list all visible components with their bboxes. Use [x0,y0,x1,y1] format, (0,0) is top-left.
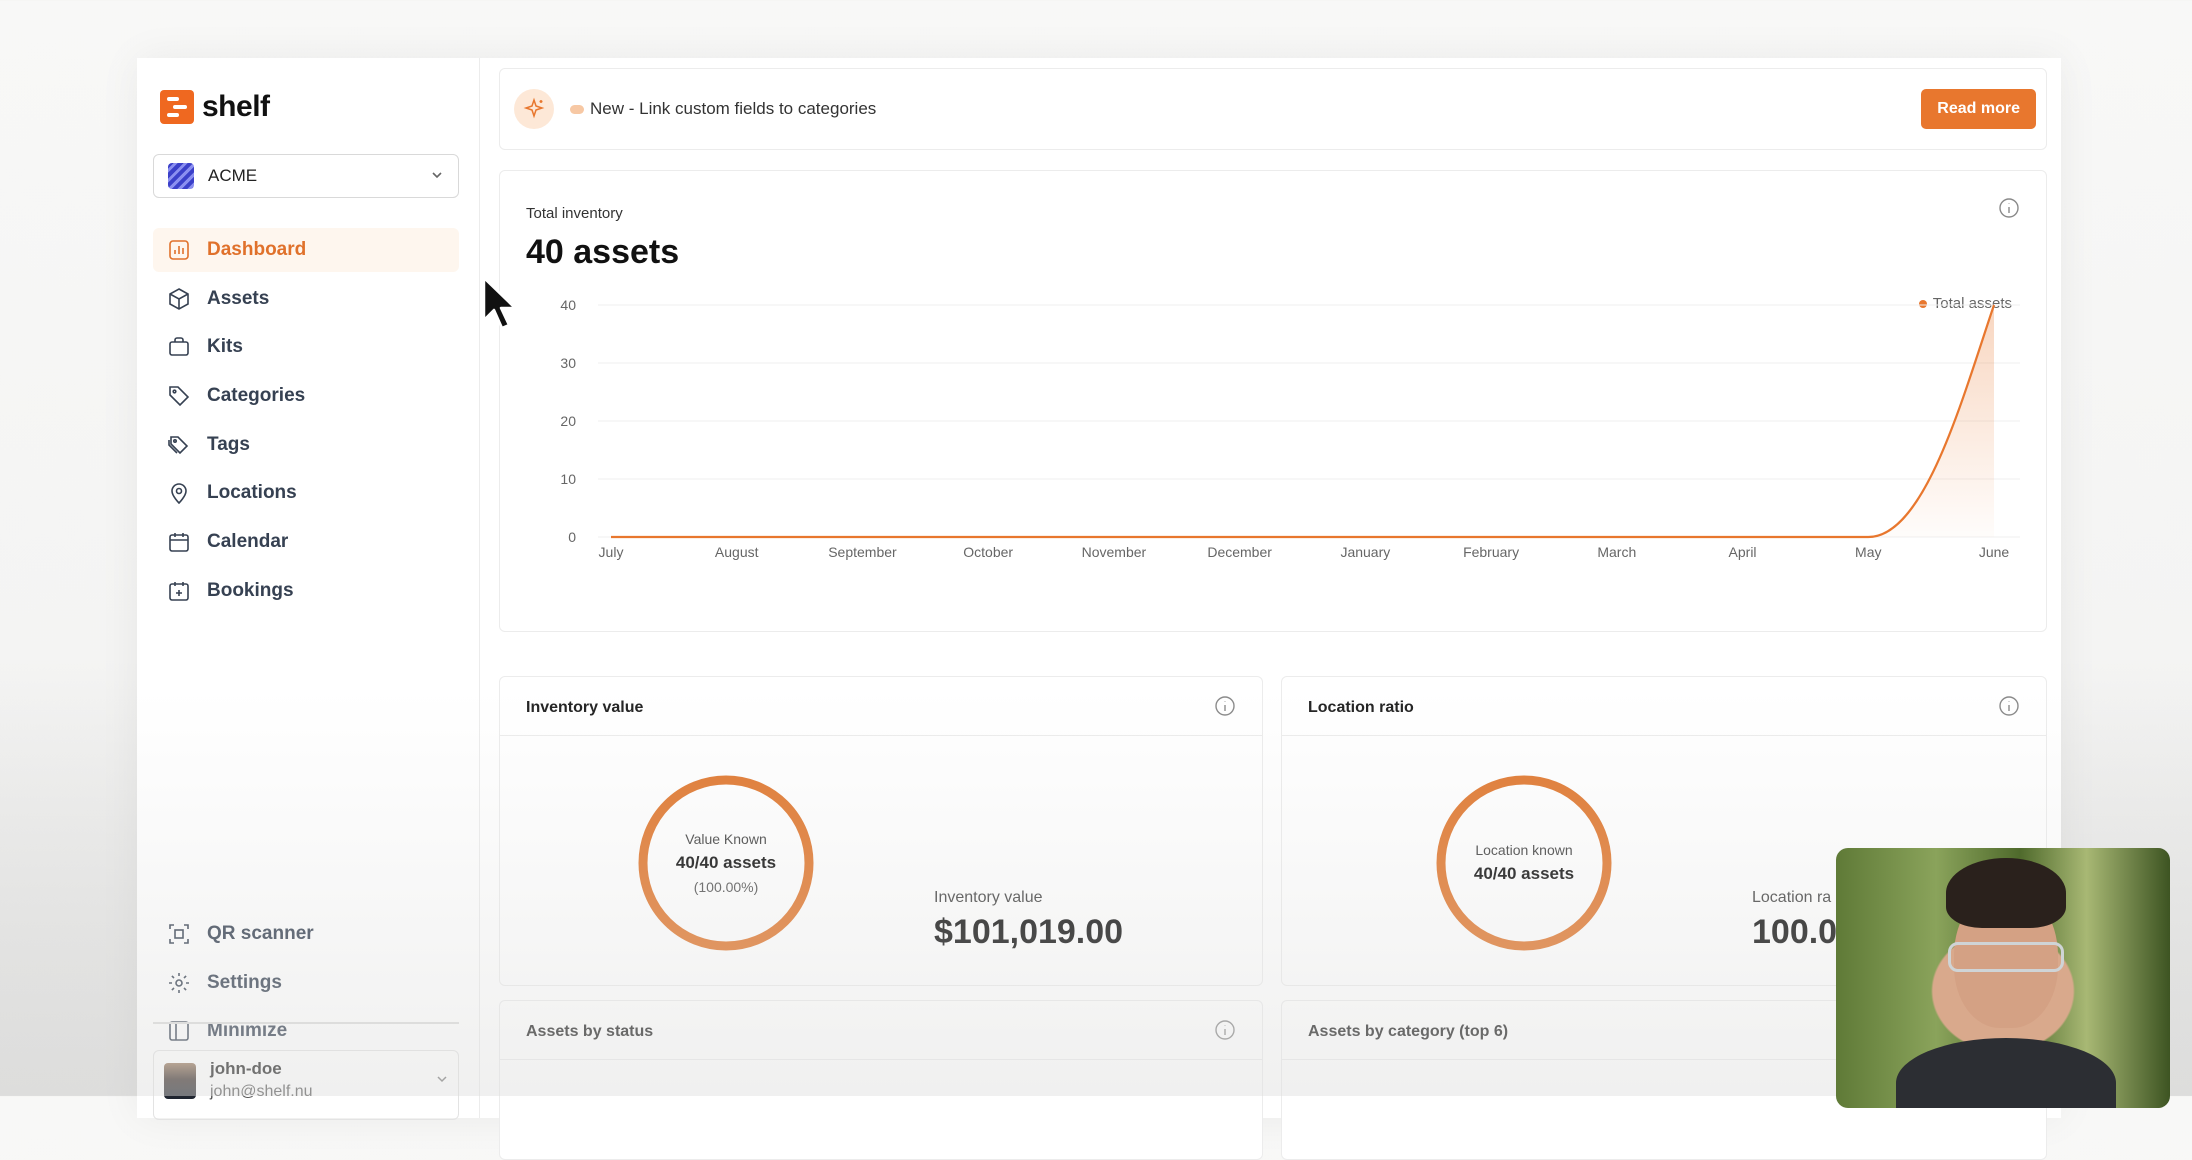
x-tick-label: October [963,544,1013,560]
nav-item-locations[interactable]: Locations [153,471,459,515]
sparkle-icon [514,89,554,129]
x-tick-label: August [715,544,759,560]
chevron-down-icon [430,168,444,185]
x-tick-label: June [1979,544,2010,560]
user-name: john-doe [210,1059,313,1079]
stat-label: Inventory value [934,889,1043,907]
donut-label: Location known [1475,842,1572,858]
nav-item-minimize[interactable]: Minimize [153,1009,459,1053]
nav-item-kits[interactable]: Kits [153,325,459,369]
nav-label: QR scanner [207,923,314,945]
announcement-banner: New - Link custom fields to categories R… [499,68,2047,150]
chart-icon [167,238,191,262]
gear-icon [167,971,191,995]
banner-text: New - Link custom fields to categories [590,99,876,119]
chevron-down-icon [436,1073,448,1088]
user-email: john@shelf.nu [210,1083,313,1101]
nav-item-bookings[interactable]: Bookings [153,569,459,613]
stat-label: Location ra [1752,889,1831,907]
card-title: Assets by status [526,1023,653,1041]
nav-item-calendar[interactable]: Calendar [153,520,459,564]
info-icon[interactable] [1214,695,1236,717]
nav-label: Tags [207,434,250,456]
y-tick-label: 30 [560,355,576,371]
map-pin-icon [167,481,191,505]
main-nav: Dashboard Assets Kits Categories Tags Lo… [153,228,459,618]
nav-item-qr-scanner[interactable]: QR scanner [153,912,459,956]
x-tick-label: September [828,544,897,560]
x-tick-label: November [1082,544,1147,560]
y-tick-label: 0 [568,529,576,545]
calendar-icon [167,530,191,554]
workspace-selector[interactable]: ACME [153,154,459,198]
y-tick-label: 10 [560,471,576,487]
x-tick-label: May [1855,544,1881,560]
nav-item-assets[interactable]: Assets [153,277,459,321]
x-tick-label: March [1597,544,1636,560]
nav-label: Calendar [207,531,288,553]
brand-name: shelf [202,90,270,124]
x-tick-label: December [1207,544,1272,560]
webcam-overlay [1836,848,2170,1108]
nav-label: Kits [207,336,243,358]
org-name: ACME [208,166,257,186]
assets-by-status-card: Assets by status [499,1000,1263,1160]
x-tick-label: January [1340,544,1390,560]
info-icon[interactable] [1214,1019,1236,1041]
card-title: Assets by category (top 6) [1308,1023,1508,1041]
inventory-value-amount: $101,019.00 [934,913,1123,952]
calendar-plus-icon [167,579,191,603]
box-icon [167,287,191,311]
donut-count: 40/40 assets [1474,864,1574,884]
tag-icon [167,384,191,408]
donut-count: 40/40 assets [676,853,776,873]
donut-label: Value Known [685,831,766,847]
total-inventory-card: Total inventory 40 assets Total assets 0… [499,170,2047,632]
card-title: Location ratio [1308,699,1414,717]
mouse-cursor-icon [482,276,518,332]
nav-label: Categories [207,385,305,407]
nav-label: Bookings [207,580,294,602]
read-more-button[interactable]: Read more [1921,89,2036,129]
x-tick-label: July [599,544,624,560]
shelf-logo-icon [160,90,194,124]
divider [153,1022,459,1024]
nav-item-tags[interactable]: Tags [153,423,459,467]
new-badge [570,105,584,114]
briefcase-icon [167,335,191,359]
app-window: shelf ACME Dashboard Assets Kits [137,58,2061,1118]
nav-label: Settings [207,972,282,994]
y-tick-label: 20 [560,413,576,429]
nav-item-settings[interactable]: Settings [153,961,459,1005]
org-avatar [168,163,194,189]
nav-item-categories[interactable]: Categories [153,374,459,418]
x-tick-label: February [1463,544,1519,560]
logo[interactable]: shelf [160,90,270,124]
inventory-area-chart: 0 10 20 30 40 July August September October Novem… [500,171,2048,633]
nav-label: Dashboard [207,239,306,261]
secondary-nav: QR scanner Settings Minimize [153,912,459,1058]
x-tick-label: April [1729,544,1757,560]
location-ratio-value: 100.0 [1752,913,1837,952]
location-known-donut: Location known 40/40 assets [1434,773,1614,953]
sidebar: shelf ACME Dashboard Assets Kits [137,58,480,1118]
avatar [164,1063,196,1099]
nav-item-dashboard[interactable]: Dashboard [153,228,459,272]
user-menu[interactable]: john-doe john@shelf.nu [153,1050,459,1120]
tags-icon [167,433,191,457]
nav-label: Locations [207,482,297,504]
inventory-value-card: Inventory value Value Known 40/40 assets… [499,676,1263,986]
y-tick-label: 40 [560,297,576,313]
qr-scan-icon [167,922,191,946]
info-icon[interactable] [1998,695,2020,717]
nav-label: Assets [207,288,269,310]
donut-percent: (100.00%) [694,879,759,895]
card-title: Inventory value [526,699,643,717]
value-known-donut: Value Known 40/40 assets (100.00%) [636,773,816,953]
